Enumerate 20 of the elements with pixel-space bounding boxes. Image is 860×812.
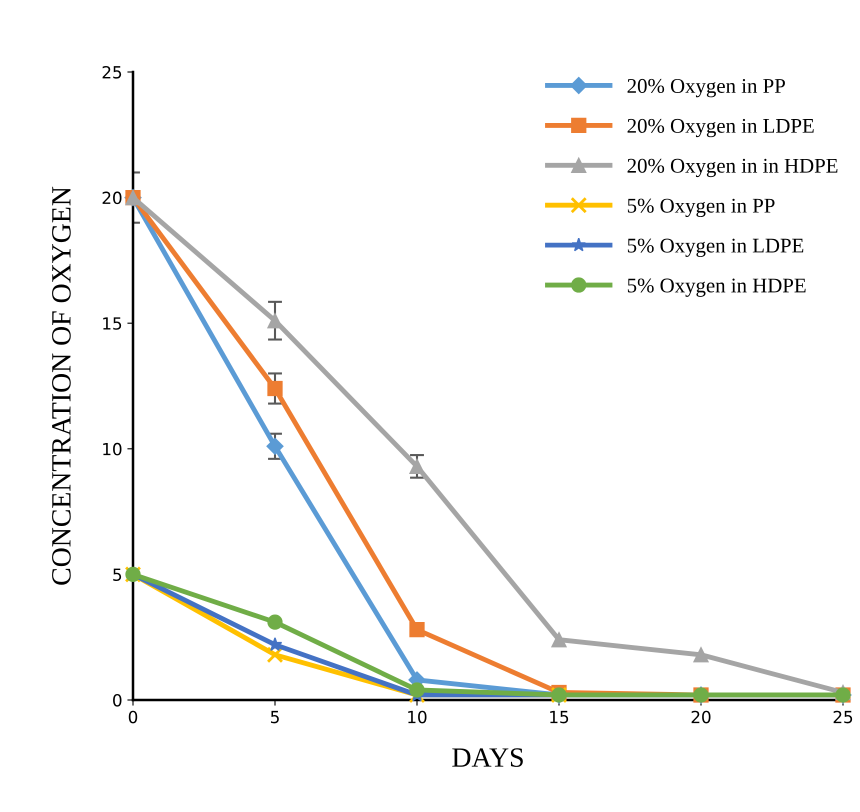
x-tick-label: 0	[128, 710, 138, 724]
y-tick-label: 20	[102, 192, 122, 204]
legend-label: 5% Oxygen in LDPE	[628, 238, 804, 257]
legend-label: 5% Oxygen in HDPE	[628, 278, 806, 297]
x-tick-label: 25	[834, 710, 852, 724]
y-tick-label: 5	[113, 568, 122, 581]
y-tick-label: 0	[113, 694, 122, 707]
y-axis-title: CONCENTRATION OF OXYGEN	[52, 186, 71, 585]
y-tick-label: 15	[103, 317, 122, 330]
legend-label: 20% Oxygen in PP	[628, 78, 785, 98]
legend-label: 5% Oxygen in PP	[628, 198, 775, 218]
legend-label: 20% Oxygen in LDPE	[628, 118, 814, 138]
y-tick-label: 25	[102, 66, 122, 79]
x-axis-title: DAYS	[452, 748, 523, 767]
x-tick-label: 10	[408, 710, 426, 724]
x-tick-label: 15	[550, 710, 568, 724]
x-tick-label: 20	[692, 710, 710, 724]
y-tick-label: 10	[103, 442, 122, 456]
legend-label: 20% Oxygen in in HDPE	[628, 158, 838, 178]
x-tick-label: 5	[270, 710, 279, 724]
